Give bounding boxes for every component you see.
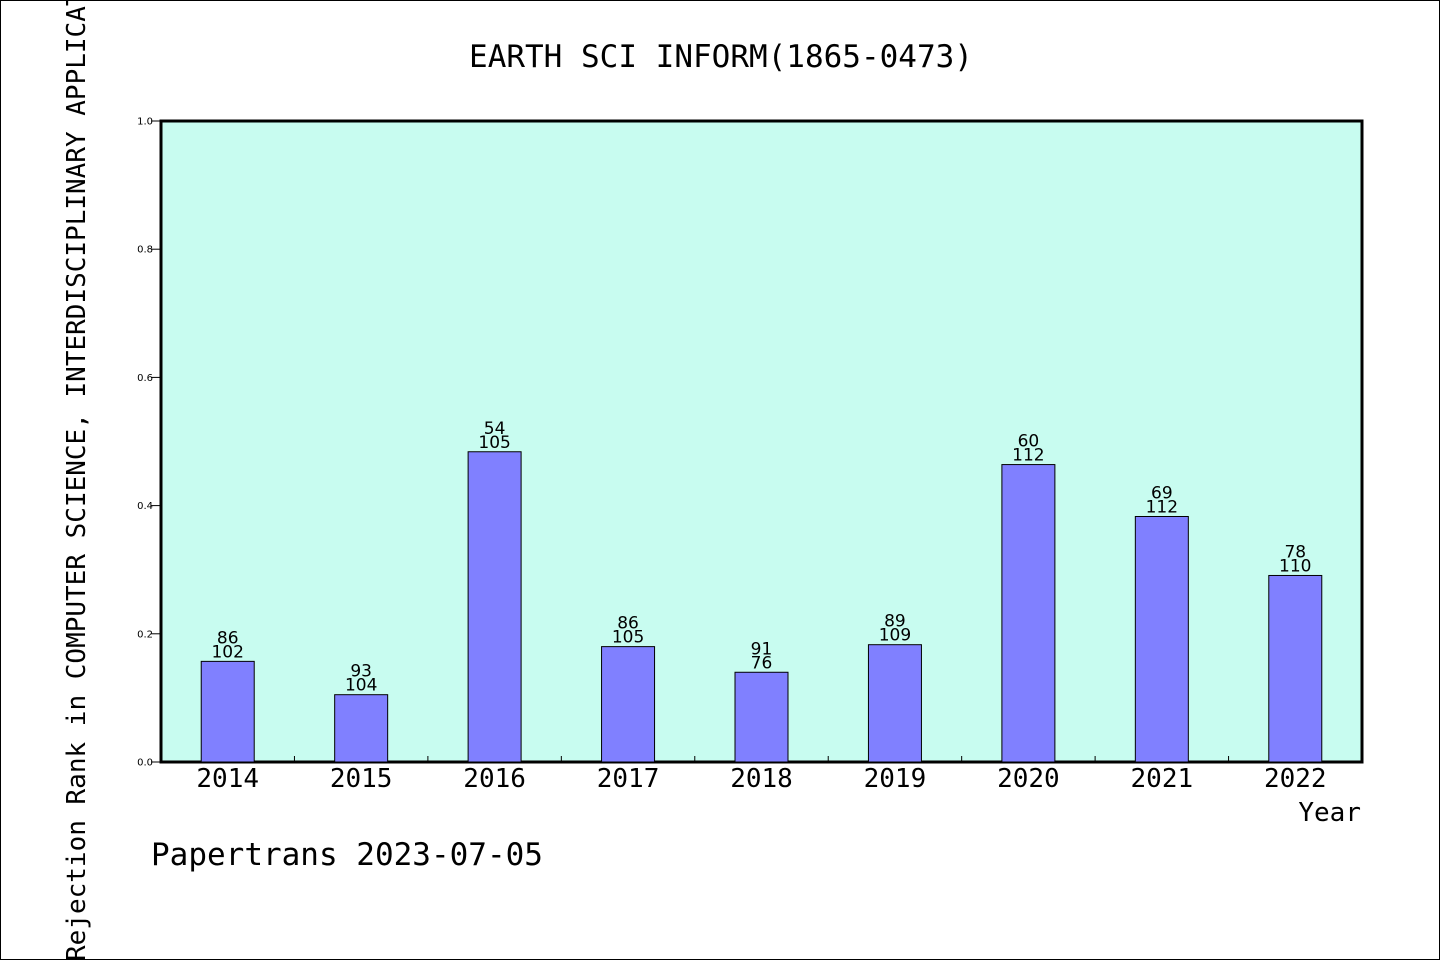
bar-label-bottom: 105 [612,628,644,648]
bar-label-bottom: 110 [1279,556,1311,576]
bar-2019 [867,644,922,763]
y-tick-label: 0.2 [137,629,153,640]
x-tick-label: 2018 [730,764,793,794]
x-tick-label: 2015 [330,764,393,794]
bar-label-bottom: 76 [751,653,773,673]
y-tick-label: 0.8 [137,245,153,256]
bar-label-bottom: 102 [211,642,243,662]
bar-2020 [1001,464,1056,763]
bar-label-bottom: 104 [345,676,377,696]
bar-2014 [200,660,255,763]
bar-label-bottom: 112 [1012,446,1044,466]
x-tick-label: 2016 [463,764,526,794]
x-axis-label: Year [1298,798,1361,828]
x-tick-label: 2021 [1131,764,1194,794]
y-axis: 0.0 0.2 0.4 0.6 0.8 1.0 [137,117,161,769]
bar-label-top: 78 [1284,542,1306,562]
y-tick-label: 0.6 [137,373,153,384]
y-axis-label: Rejection Rank in COMPUTER SCIENCE, INTE… [62,1,92,961]
bar-label-bottom: 109 [879,626,911,646]
x-tick-label: 2022 [1264,764,1327,794]
bar-2015 [334,694,389,763]
bar-label-top: 54 [484,419,506,439]
bar-2016 [467,451,522,763]
bar-label-top: 69 [1151,483,1173,503]
footer-date: Papertrans 2023-07-05 [151,837,543,873]
y-tick-label: 1.0 [137,117,153,128]
bar-label-top: 89 [884,612,906,632]
bar-label-bottom: 105 [478,433,510,453]
bar-label-top: 86 [217,628,239,648]
x-axis: 2014 2015 2016 2017 2018 2019 2020 2021 2022 [196,756,1327,794]
bar-label-top: 60 [1018,432,1040,452]
bar-label-top: 91 [751,639,773,659]
bar-series [200,451,1323,763]
x-tick-label: 2020 [997,764,1060,794]
bar-2021 [1134,515,1189,763]
bar-2022 [1268,574,1323,763]
bar-2018 [734,671,789,763]
bar-labels: 8610293104541058610591768910960112691127… [211,419,1311,696]
x-tick-label: 2019 [864,764,927,794]
y-tick-label: 0.0 [137,758,153,769]
x-tick-label: 2017 [597,764,660,794]
bar-label-top: 86 [617,614,639,634]
bar-label-top: 93 [350,662,372,682]
y-tick-label: 0.4 [137,501,153,512]
bar-label-bottom: 112 [1146,497,1178,517]
bar-2017 [601,646,656,763]
chart-title: EARTH SCI INFORM(1865-0473) [469,39,973,75]
x-tick-label: 2014 [196,764,259,794]
